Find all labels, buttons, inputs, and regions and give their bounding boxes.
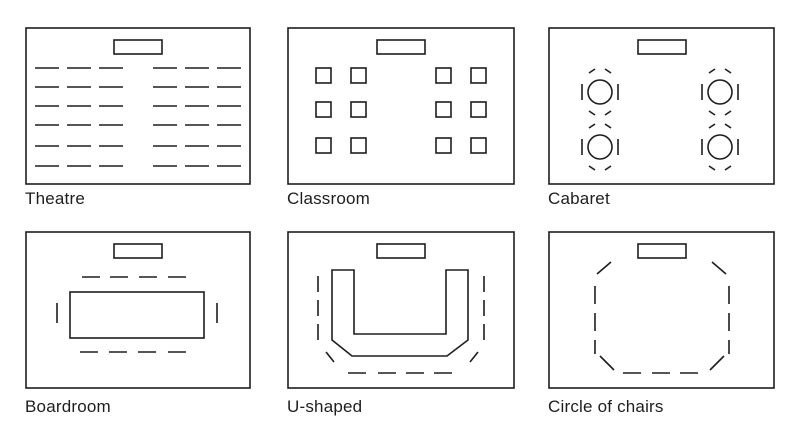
room-outline [25, 231, 251, 389]
room-outline [287, 231, 515, 389]
caption-circle-of-chairs: Circle of chairs [548, 397, 664, 416]
stage [113, 243, 163, 259]
stage [113, 39, 163, 55]
room-outline [548, 231, 775, 389]
room-outline [287, 27, 515, 185]
caption-theatre: Theatre [25, 189, 85, 208]
room-outline [25, 27, 251, 185]
caption-boardroom: Boardroom [25, 397, 111, 416]
cabaret-table [581, 68, 619, 116]
caption-u-shaped: U-shaped [287, 397, 363, 416]
stage [637, 39, 687, 55]
u-shaped-table [331, 269, 469, 357]
boardroom-chairs [56, 276, 218, 353]
stage [376, 243, 426, 259]
stage [637, 243, 687, 259]
u-shaped-chairs [317, 276, 485, 374]
caption-cabaret: Cabaret [548, 189, 610, 208]
theatre-seat-rows [35, 67, 241, 167]
stage [376, 39, 426, 55]
classroom-desks [315, 67, 487, 154]
cabaret-table [701, 123, 739, 171]
cabaret-table [701, 68, 739, 116]
cabaret-table [581, 123, 619, 171]
room-outline [548, 27, 775, 185]
caption-classroom: Classroom [287, 189, 371, 208]
circle-chairs [594, 261, 730, 374]
boardroom-table [69, 291, 205, 339]
